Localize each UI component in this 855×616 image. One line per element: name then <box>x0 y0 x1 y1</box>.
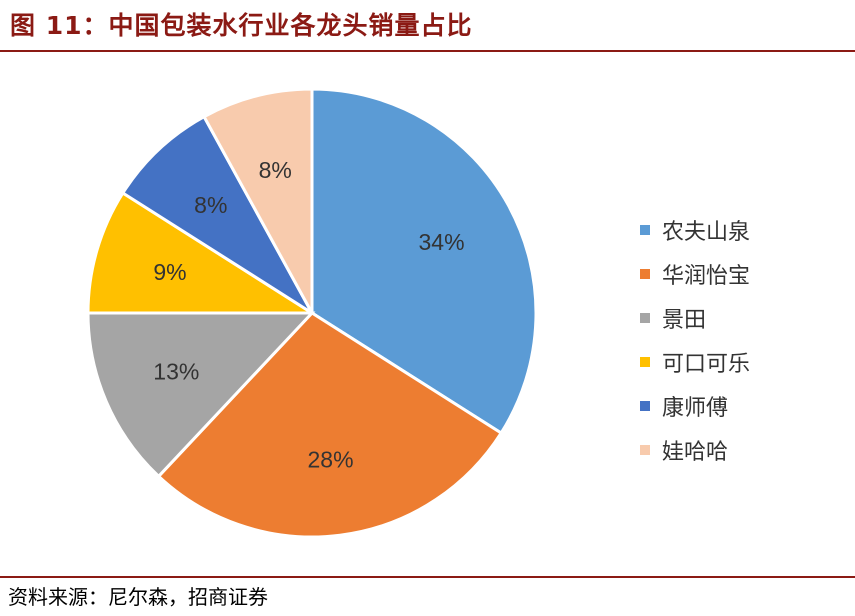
legend-item-1: 华润怡宝 <box>640 252 750 296</box>
legend-swatch-0 <box>640 225 650 235</box>
legend-label-1: 华润怡宝 <box>662 264 751 289</box>
legend-swatch-1 <box>640 269 650 279</box>
pie-slice-3 <box>86 190 318 315</box>
legend-item-5: 娃哈哈 <box>640 428 750 472</box>
pie-data-label-4: 8% <box>194 192 227 218</box>
legend-swatch-2 <box>640 313 650 323</box>
source-note: 资料来源：尼尔森，招商证券 <box>8 585 268 609</box>
pie-data-label-2: 13% <box>153 359 199 385</box>
pie-slice-5 <box>202 87 314 314</box>
footer-divider <box>0 576 855 578</box>
legend-item-0: 农夫山泉 <box>640 208 750 252</box>
pie-data-label-3: 9% <box>153 259 186 285</box>
legend-swatch-4 <box>640 401 650 411</box>
pie-slices <box>86 87 538 539</box>
legend-swatch-3 <box>640 357 650 367</box>
pie-data-label-1: 28% <box>308 447 354 473</box>
legend-item-3: 可口可乐 <box>640 340 750 384</box>
legend-label-3: 可口可乐 <box>662 352 751 377</box>
pie-data-label-0: 34% <box>419 229 465 255</box>
pie-data-labels: 34% 28% 13% 9% 8% 8% <box>153 157 464 473</box>
legend-label-4: 康师傅 <box>662 396 729 421</box>
legend-label-0: 农夫山泉 <box>662 220 751 245</box>
pie-chart: 34% 28% 13% 9% 8% 8% <box>86 87 538 539</box>
page-title: 图 11：中国包装水行业各龙头销量占比 <box>10 11 473 40</box>
pie-data-label-5: 8% <box>259 157 292 183</box>
pie-slice-1 <box>156 311 504 539</box>
legend-item-2: 景田 <box>640 296 750 340</box>
pie-slice-4 <box>120 114 314 315</box>
chart-legend: 农夫山泉华润怡宝景田可口可乐康师傅娃哈哈 <box>640 208 750 472</box>
legend-swatch-5 <box>640 445 650 455</box>
legend-item-4: 康师傅 <box>640 384 750 428</box>
title-divider <box>0 50 855 52</box>
legend-label-2: 景田 <box>662 308 707 333</box>
pie-slice-2 <box>86 311 316 479</box>
legend-label-5: 娃哈哈 <box>662 440 729 465</box>
